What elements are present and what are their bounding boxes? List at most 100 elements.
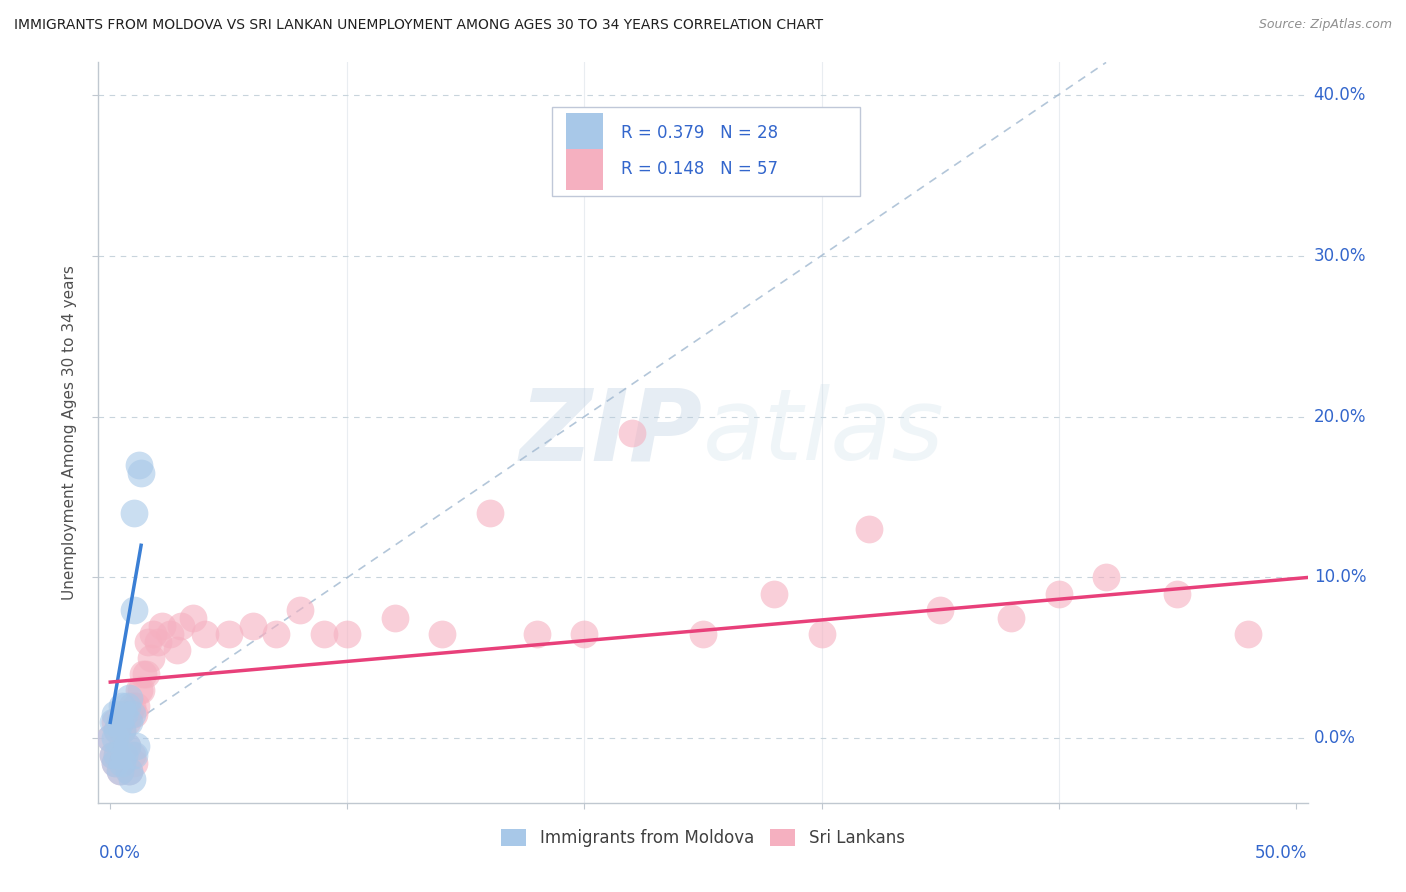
Point — [108, 715, 131, 730]
Point — [105, 723, 128, 738]
Point — [118, 764, 141, 778]
Point — [105, 723, 128, 738]
Point — [125, 699, 148, 714]
Point — [118, 715, 141, 730]
FancyBboxPatch shape — [551, 107, 860, 195]
Point — [136, 635, 159, 649]
Point — [128, 458, 150, 472]
Text: atlas: atlas — [703, 384, 945, 481]
Text: 30.0%: 30.0% — [1313, 246, 1367, 265]
Point — [105, 747, 128, 762]
Point — [478, 506, 501, 520]
Point — [122, 756, 145, 770]
Point — [122, 602, 145, 616]
Point — [288, 602, 311, 616]
FancyBboxPatch shape — [567, 149, 603, 190]
Point — [114, 747, 136, 762]
Point — [114, 707, 136, 722]
Text: R = 0.379   N = 28: R = 0.379 N = 28 — [621, 124, 778, 142]
Point — [98, 731, 121, 746]
Point — [132, 667, 155, 681]
Point — [111, 756, 134, 770]
Point — [432, 627, 454, 641]
Point — [526, 627, 548, 641]
Text: Source: ZipAtlas.com: Source: ZipAtlas.com — [1258, 18, 1392, 31]
Point — [121, 772, 143, 786]
Point — [101, 747, 124, 762]
Text: R = 0.148   N = 57: R = 0.148 N = 57 — [621, 161, 778, 178]
Point — [574, 627, 596, 641]
Point — [128, 683, 150, 698]
Point — [108, 764, 131, 778]
Point — [115, 739, 138, 754]
Point — [121, 699, 143, 714]
Point — [108, 764, 131, 778]
Point — [114, 747, 136, 762]
Point — [121, 707, 143, 722]
Point — [111, 723, 134, 738]
FancyBboxPatch shape — [567, 112, 603, 153]
Point — [1166, 586, 1188, 600]
Point — [114, 707, 136, 722]
Point — [104, 756, 127, 770]
Point — [104, 756, 127, 770]
Text: IMMIGRANTS FROM MOLDOVA VS SRI LANKAN UNEMPLOYMENT AMONG AGES 30 TO 34 YEARS COR: IMMIGRANTS FROM MOLDOVA VS SRI LANKAN UN… — [14, 18, 823, 32]
Text: 20.0%: 20.0% — [1313, 408, 1367, 425]
Y-axis label: Unemployment Among Ages 30 to 34 years: Unemployment Among Ages 30 to 34 years — [62, 265, 77, 600]
Text: ZIP: ZIP — [520, 384, 703, 481]
Point — [135, 667, 157, 681]
Point — [152, 619, 174, 633]
Point — [142, 627, 165, 641]
Point — [139, 651, 162, 665]
Point — [125, 739, 148, 754]
Point — [810, 627, 832, 641]
Point — [122, 506, 145, 520]
Point — [122, 707, 145, 722]
Point — [763, 586, 786, 600]
Point — [384, 610, 406, 624]
Point — [692, 627, 714, 641]
Point — [101, 747, 124, 762]
Point — [129, 466, 152, 480]
Point — [115, 715, 138, 730]
Point — [242, 619, 264, 633]
Point — [111, 723, 134, 738]
Point — [312, 627, 335, 641]
Point — [118, 707, 141, 722]
Point — [104, 707, 127, 722]
Point — [118, 691, 141, 706]
Text: 50.0%: 50.0% — [1256, 844, 1308, 862]
Point — [166, 643, 188, 657]
Point — [104, 715, 127, 730]
Point — [111, 756, 134, 770]
Point — [105, 747, 128, 762]
Point — [98, 731, 121, 746]
Point — [122, 747, 145, 762]
Point — [1095, 570, 1118, 584]
Text: 0.0%: 0.0% — [98, 844, 141, 862]
Point — [146, 635, 169, 649]
Point — [115, 699, 138, 714]
Point — [181, 610, 204, 624]
Point — [111, 699, 134, 714]
Point — [121, 747, 143, 762]
Point — [129, 683, 152, 698]
Text: 10.0%: 10.0% — [1313, 568, 1367, 586]
Point — [118, 764, 141, 778]
Point — [620, 425, 643, 440]
Point — [101, 715, 124, 730]
Point — [929, 602, 952, 616]
Point — [115, 739, 138, 754]
Point — [264, 627, 287, 641]
Point — [104, 731, 127, 746]
Text: 40.0%: 40.0% — [1313, 86, 1367, 103]
Legend: Immigrants from Moldova, Sri Lankans: Immigrants from Moldova, Sri Lankans — [495, 822, 911, 854]
Point — [170, 619, 193, 633]
Point — [159, 627, 181, 641]
Point — [108, 715, 131, 730]
Point — [858, 522, 880, 536]
Text: 0.0%: 0.0% — [1313, 730, 1355, 747]
Point — [218, 627, 240, 641]
Point — [336, 627, 359, 641]
Point — [1000, 610, 1022, 624]
